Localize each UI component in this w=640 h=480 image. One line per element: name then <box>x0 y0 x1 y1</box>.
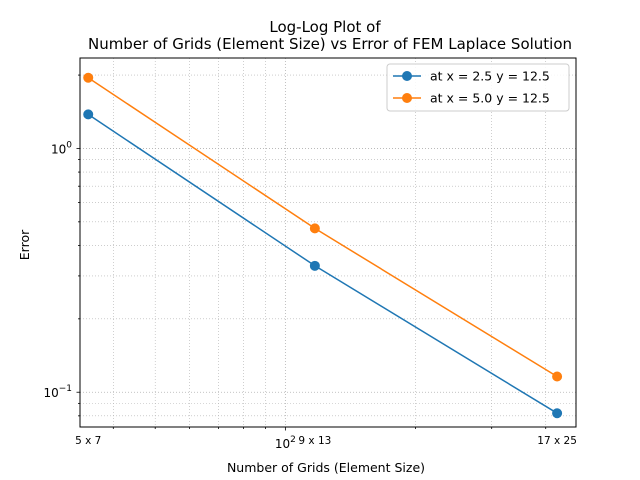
legend: at x = 2.5 y = 12.5 at x = 5.0 y = 12.5 <box>386 63 570 112</box>
x-category-label: 5 x 7 <box>75 435 101 447</box>
x-axis-label: Number of Grids (Element Size) <box>227 460 425 475</box>
series-line <box>87 113 558 414</box>
data-point <box>83 109 94 120</box>
legend-marker <box>402 71 412 81</box>
legend-label: at x = 2.5 y = 12.5 <box>430 69 550 84</box>
legend-marker <box>402 93 412 103</box>
data-point <box>552 408 563 419</box>
y-tick-label: 10−1 <box>43 384 72 400</box>
data-point <box>552 371 563 382</box>
data-point <box>309 260 320 271</box>
series <box>83 72 563 419</box>
plot-frame <box>79 57 577 428</box>
x-category-label: 9 x 13 <box>298 435 331 447</box>
series-line <box>87 77 558 378</box>
x-tick-label: 102 <box>275 435 296 451</box>
y-axis-label: Error <box>17 229 32 260</box>
y-tick-label: 100 <box>51 140 72 156</box>
data-point <box>309 223 320 234</box>
legend-label: at x = 5.0 y = 12.5 <box>430 91 550 106</box>
data-point <box>83 72 94 83</box>
grid <box>80 58 576 427</box>
chart-title: Log-Log Plot of <box>269 18 381 36</box>
legend-box <box>386 63 570 112</box>
chart-subtitle: Number of Grids (Element Size) vs Error … <box>88 35 572 53</box>
x-category-label: 17 x 25 <box>537 435 577 447</box>
